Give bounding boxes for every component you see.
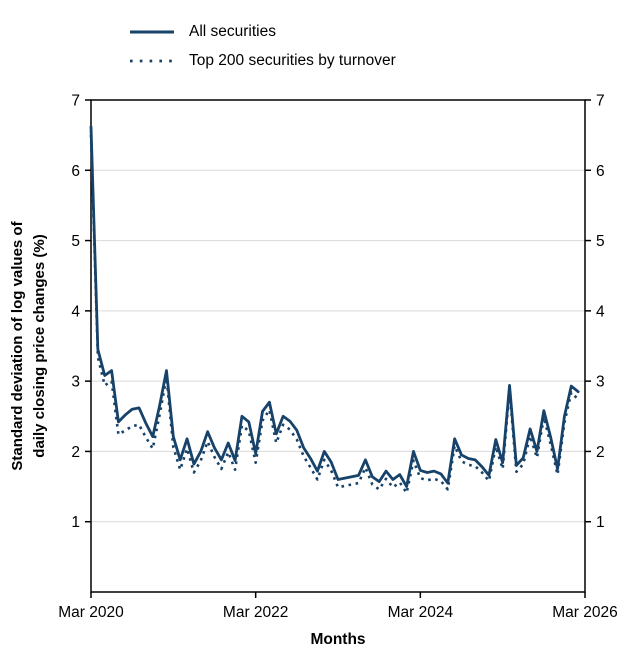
y-tick-label-left-6: 6 [71,163,80,180]
y-tick-label-right-1: 1 [596,514,605,531]
x-axis-title: Months [310,631,366,648]
y-tick-label-left-5: 5 [71,233,80,250]
legend-label-top-200: Top 200 securities by turnover [189,51,396,69]
y-tick-label-right-6: 6 [596,163,605,180]
x-tick-label-Mar-2024: Mar 2024 [388,604,454,621]
y-tick-label-left-3: 3 [71,374,80,391]
legend-label-all-securities: All securities [189,22,276,40]
y-tick-label-right-5: 5 [596,233,605,250]
legend: All securities Top 200 securities by tur… [129,17,396,75]
y-tick-label-left-1: 1 [71,514,80,531]
y-tick-label-left-4: 4 [71,303,80,320]
y-tick-label-left-7: 7 [71,93,80,110]
series-line-dotted [89,135,580,495]
dotted-line-swatch-icon [130,59,174,62]
y-tick-label-right-2: 2 [596,444,605,461]
y-axis-title-line-1: Standard deviation of log values of [9,221,26,471]
y-tick-label-right-4: 4 [596,303,605,320]
y-tick-label-right-7: 7 [596,93,605,110]
series-line-solid [89,125,580,488]
y-axis-title-line-2: daily closing price changes (%) [31,234,48,458]
x-tick-label-Mar-2022: Mar 2022 [223,604,288,621]
legend-item-all-securities: All securities [129,17,396,46]
solid-line-swatch-icon [130,30,174,33]
y-tick-label-right-3: 3 [596,374,605,391]
x-tick-label-Mar-2026: Mar 2026 [552,604,617,621]
plot-frame [90,99,586,593]
y-tick-label-left-2: 2 [71,444,80,461]
x-tick-label-Mar-2020: Mar 2020 [58,604,124,621]
legend-item-top-200: Top 200 securities by turnover [129,46,396,75]
y-axis-title: Standard deviation of log values of dail… [7,100,53,592]
